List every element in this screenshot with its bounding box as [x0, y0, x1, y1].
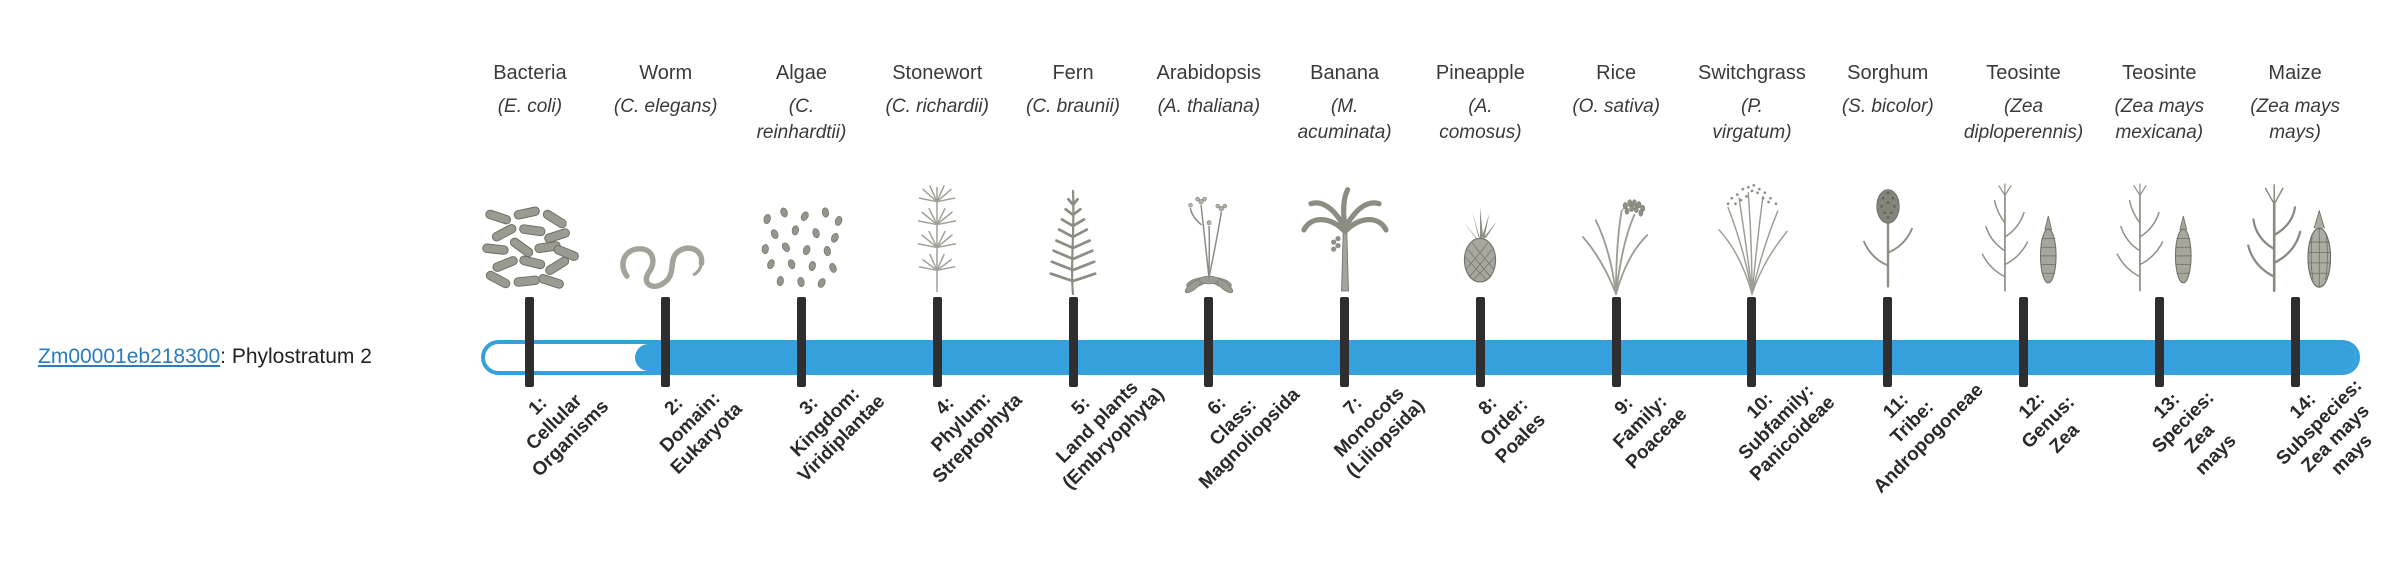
organism-illustration-slot [1141, 168, 1277, 298]
organism-scientific-name: (Zea mays mexicana) [2114, 96, 2205, 143]
organism-column: Switchgrass (P. virgatum) 10: Subfamily:… [1684, 0, 1839, 580]
organism-common-name: Sorghum [1847, 62, 1929, 84]
timeline-tick [1611, 297, 1621, 387]
organism-scientific-name: (O. sativa) [1572, 96, 1660, 117]
organism-common-name: Worm [639, 62, 693, 84]
maize-illustration [2247, 184, 2332, 292]
organism-scientific-name: (M. acuminata) [1297, 96, 1392, 143]
organism-scientific-name: (S. bicolor) [1841, 96, 1934, 117]
organism-column: Bacteria (E. coli) 1: Cellular Organisms [462, 0, 613, 580]
arabidopsis-illustration [1184, 196, 1233, 294]
timeline-tick [2019, 297, 2029, 387]
organism-common-name: Teosinte [2122, 62, 2197, 84]
organism-common-name: Switchgrass [1698, 62, 1806, 84]
organism-common-name: Teosinte [1986, 62, 2061, 84]
banana-illustration [1300, 187, 1389, 292]
organism-common-name: Arabidopsis [1156, 62, 1262, 84]
organism-illustration-slot [734, 168, 870, 298]
organism-scientific-name: (C. richardii) [885, 96, 989, 117]
organism-common-name: Rice [1596, 62, 1637, 84]
worm-illustration [619, 245, 704, 289]
organism-column: Worm (C. elegans) 2: Domain: Eukaryota [598, 0, 746, 580]
phylostratum-label: 14: Subspecies: Zea mays mays [2272, 375, 2377, 480]
stonewort-illustration [918, 185, 957, 293]
organism-illustration-slot [1956, 168, 2092, 298]
organism-illustration-slot [1820, 168, 1956, 298]
timeline-tick [1883, 297, 1893, 387]
switchgrass-illustration [1718, 184, 1788, 295]
organism-scientific-name: (E. coli) [497, 96, 563, 117]
pineapple-illustration [1463, 207, 1498, 283]
timeline-tick [796, 297, 806, 387]
teosinte-illustration [1981, 183, 2057, 292]
organism-illustration-slot [2091, 168, 2227, 298]
timeline-tick [661, 297, 671, 387]
organism-common-name: Pineapple [1435, 62, 1525, 84]
organism-common-name: Maize [2268, 62, 2322, 84]
organism-common-name: Bacteria [493, 62, 567, 84]
organism-illustration-slot [1684, 168, 1820, 298]
gene-id-link[interactable]: Zm00001eb218300 [38, 345, 221, 368]
organism-column: Pineapple (A. comosus) 8: Order: Poales [1413, 0, 1550, 580]
gene-label-separator: : [220, 345, 232, 368]
organism-scientific-name: (Zea mays mays) [2250, 96, 2340, 143]
timeline-tick [2154, 297, 2164, 387]
teosinte-illustration [2116, 183, 2192, 292]
timeline-bar-fill [635, 344, 2356, 371]
organism-illustration-slot [1277, 168, 1413, 298]
timeline-tick [1068, 297, 1078, 387]
timeline-tick [1204, 297, 1214, 387]
organism-column: Banana (M. acuminata) 7: Monocots (Lilio… [1277, 0, 1429, 580]
organism-column: Maize (Zea mays mays) 14: Subspecies: Ze… [2227, 0, 2377, 580]
organism-column: Rice (O. sativa) 9: Family: Poaceae [1548, 0, 1691, 580]
bacteria-illustration [482, 206, 579, 289]
organism-common-name: Stonewort [892, 62, 983, 84]
organism-column: Arabidopsis (A. thaliana) 6: Class: Magn… [1141, 0, 1304, 580]
organism-common-name: Fern [1052, 62, 1094, 84]
organism-illustration-slot [462, 168, 598, 298]
organism-column: Algae (C. reinhardtii) [734, 0, 890, 580]
timeline-tick [525, 297, 535, 387]
organism-illustration-slot [1005, 168, 1141, 298]
organism-column: Fern (C. braunii) 5: Land plants (Embryo… [1005, 0, 1168, 580]
organism-scientific-name: (A. thaliana) [1157, 96, 1261, 117]
gene-label: Zm00001eb218300: Phylostratum 2 [38, 345, 372, 369]
organism-common-name: Algae [775, 62, 828, 84]
timeline-tick [2290, 297, 2300, 387]
organism-illustration-slot [598, 168, 734, 298]
algae-illustration [762, 207, 843, 288]
organism-illustration-slot [1413, 168, 1549, 298]
timeline-tick [932, 297, 942, 387]
phylostratum-value: Phylostratum 2 [231, 345, 372, 368]
organism-columns: Bacteria (E. coli) 1: Cellular Organisms [462, 0, 2377, 580]
organism-common-name: Banana [1310, 62, 1380, 84]
fern-illustration [1049, 189, 1097, 296]
organism-scientific-name: (C. braunii) [1026, 96, 1121, 117]
timeline-tick [1475, 297, 1485, 387]
organism-scientific-name: (Zea diploperennis) [1963, 96, 2084, 143]
rice-illustration [1582, 199, 1649, 295]
timeline-tick [1340, 297, 1350, 387]
timeline-bar [481, 340, 2360, 375]
timeline-tick [1747, 297, 1757, 387]
organism-illustration-slot [869, 168, 1005, 298]
organism-column: Teosinte (Zea mays mexicana) 13: Species… [2091, 0, 2240, 580]
organism-scientific-name: (P. virgatum) [1712, 96, 1792, 143]
organism-scientific-name: (A. comosus) [1439, 96, 1522, 143]
organism-column: Teosinte (Zea diploperennis) 12: Genus: … [1956, 0, 2092, 580]
organism-illustration-slot [2227, 168, 2363, 298]
organism-illustration-slot [1548, 168, 1684, 298]
organism-column: Stonewort (C. richardii) 4: Phylum: Stre… [869, 0, 1027, 580]
organism-scientific-name: (C. reinhardtii) [756, 96, 847, 143]
sorghum-illustration [1862, 189, 1913, 288]
organism-column: Sorghum (S. bicolor) 11: Tribe: Andropog… [1820, 0, 1988, 580]
organism-scientific-name: (C. elegans) [613, 96, 718, 117]
